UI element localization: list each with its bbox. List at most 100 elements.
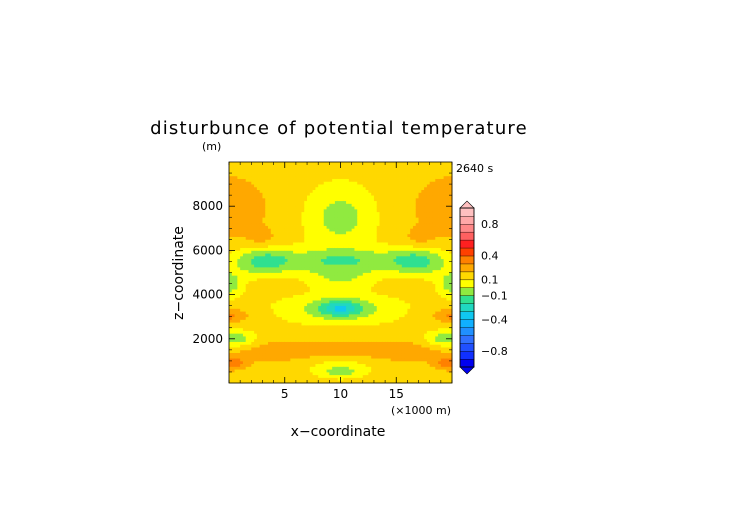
heatmap-cell xyxy=(334,311,339,315)
heatmap-cell xyxy=(295,294,300,298)
heatmap-cell xyxy=(371,192,375,196)
heatmap-cell xyxy=(245,239,249,243)
heatmap-cell xyxy=(393,244,397,249)
heatmap-cell xyxy=(357,286,361,290)
heatmap-cell xyxy=(284,322,288,326)
heatmap-cell xyxy=(390,322,394,326)
heatmap-cell xyxy=(254,366,258,370)
heatmap-cell xyxy=(268,203,272,207)
heatmap-cell xyxy=(393,203,397,207)
heatmap-cell xyxy=(259,203,263,207)
heatmap-cell xyxy=(254,208,258,213)
heatmap-cell xyxy=(385,266,389,271)
heatmap-cell xyxy=(287,200,291,204)
heatmap-cell xyxy=(399,302,403,307)
heatmap-cell xyxy=(360,275,364,279)
heatmap-cell xyxy=(273,347,277,351)
heatmap-cell xyxy=(248,228,252,232)
heatmap-cell xyxy=(360,269,364,273)
heatmap-cell xyxy=(298,360,302,365)
heatmap-cell xyxy=(276,253,280,257)
heatmap-cell xyxy=(340,167,344,171)
heatmap-cell xyxy=(337,289,341,293)
heatmap-cell xyxy=(245,324,249,329)
heatmap-cell xyxy=(337,291,341,295)
heatmap-cell xyxy=(298,233,302,237)
heatmap-cell xyxy=(293,297,297,301)
heatmap-cell xyxy=(399,269,403,273)
heatmap-cell xyxy=(360,300,364,304)
heatmap-cell xyxy=(332,184,336,188)
heatmap-cell xyxy=(379,228,383,232)
heatmap-cell xyxy=(279,286,283,290)
heatmap-cell xyxy=(237,231,241,235)
heatmap-cell xyxy=(357,305,361,309)
heatmap-cell xyxy=(295,192,300,196)
heatmap-cell xyxy=(231,255,235,260)
heatmap-cell xyxy=(368,316,372,320)
heatmap-cell xyxy=(337,366,341,370)
heatmap-cell xyxy=(373,228,378,232)
heatmap-cell xyxy=(245,352,249,356)
heatmap-cell xyxy=(307,225,311,229)
heatmap-cell xyxy=(231,253,235,257)
heatmap-cell xyxy=(287,341,291,345)
heatmap-cell xyxy=(262,308,266,312)
heatmap-cell xyxy=(245,233,249,237)
heatmap-cell xyxy=(320,208,325,213)
heatmap-cell xyxy=(254,363,258,367)
heatmap-cell xyxy=(318,322,322,326)
heatmap-cell xyxy=(385,352,389,356)
heatmap-cell xyxy=(393,186,397,191)
heatmap-cell xyxy=(373,208,378,213)
heatmap-cell xyxy=(279,225,283,229)
heatmap-cell xyxy=(242,247,247,251)
heatmap-cell xyxy=(234,330,238,334)
heatmap-cell xyxy=(318,170,322,174)
heatmap-cell xyxy=(315,380,319,384)
heatmap-cell xyxy=(304,349,308,354)
heatmap-cell xyxy=(332,217,336,221)
heatmap-cell xyxy=(287,266,291,271)
heatmap-cell xyxy=(387,347,392,351)
heatmap-cell xyxy=(295,308,300,312)
heatmap-cell xyxy=(315,294,319,298)
heatmap-cell xyxy=(387,360,392,365)
heatmap-cell xyxy=(273,181,277,185)
heatmap-cell xyxy=(309,239,314,243)
heatmap-cell xyxy=(320,347,325,351)
heatmap-cell xyxy=(268,316,272,320)
heatmap-cell xyxy=(290,278,294,282)
heatmap-cell xyxy=(348,244,353,249)
heatmap-cell xyxy=(273,244,277,249)
heatmap-cell xyxy=(401,377,406,381)
heatmap-cell xyxy=(365,283,369,287)
heatmap-cell xyxy=(318,300,322,304)
heatmap-cell xyxy=(262,173,266,177)
heatmap-cell xyxy=(390,313,394,318)
heatmap-cell xyxy=(360,195,364,199)
heatmap-cell xyxy=(307,366,311,370)
heatmap-cell xyxy=(270,352,274,356)
heatmap-cell xyxy=(365,333,369,337)
heatmap-cell xyxy=(393,175,397,179)
heatmap-cell xyxy=(295,333,300,337)
heatmap-cell xyxy=(312,360,316,365)
heatmap-cell xyxy=(284,200,288,204)
heatmap-cell xyxy=(332,170,336,174)
heatmap-cell xyxy=(320,192,325,196)
heatmap-cell xyxy=(320,206,325,210)
heatmap-cell xyxy=(309,355,314,359)
heatmap-cell xyxy=(371,341,375,345)
heatmap-cell xyxy=(357,344,361,348)
heatmap-cell xyxy=(279,236,283,240)
heatmap-cell xyxy=(256,222,261,226)
heatmap-cell xyxy=(254,239,258,243)
heatmap-cell xyxy=(290,181,294,185)
heatmap-cell xyxy=(240,197,244,202)
heatmap-cell xyxy=(231,184,235,188)
heatmap-cell xyxy=(354,258,358,262)
heatmap-cell xyxy=(320,330,325,334)
heatmap-cell xyxy=(360,311,364,315)
heatmap-cell xyxy=(265,374,269,378)
